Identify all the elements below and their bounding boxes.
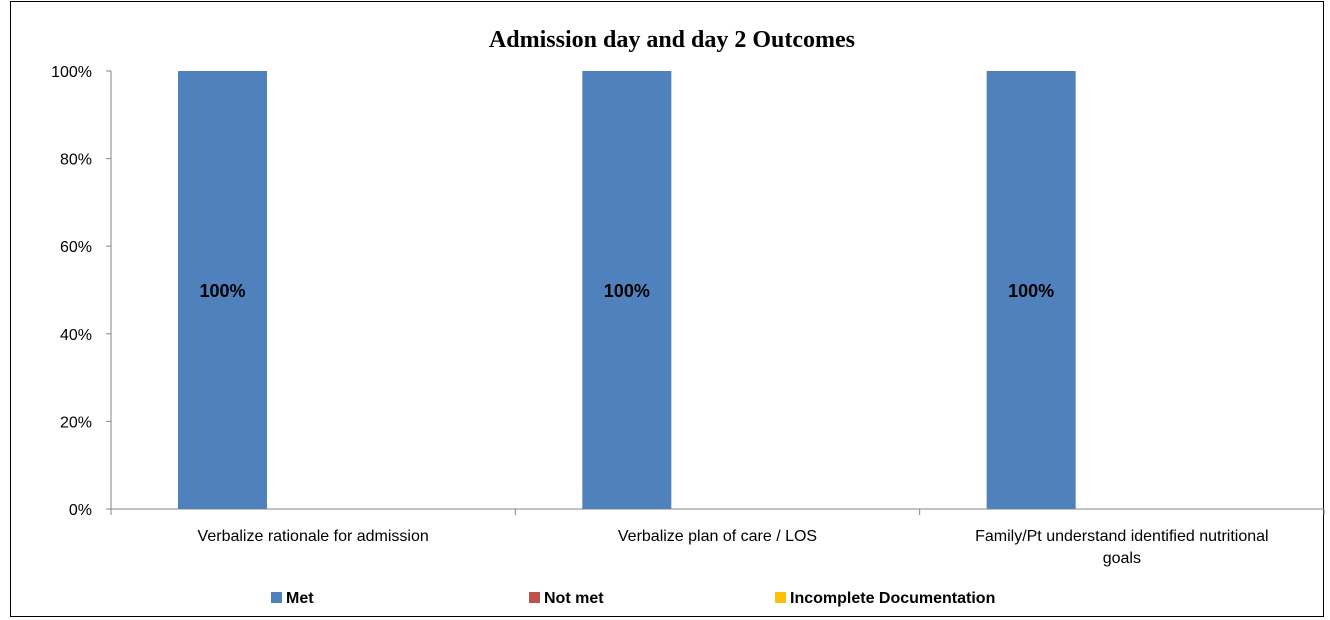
category-label: Verbalize rationale for admission (198, 528, 429, 545)
y-tick-label: 100% (51, 64, 92, 81)
bar-met (582, 71, 672, 509)
legend-swatch-incomplete-documentation (775, 592, 786, 603)
data-label: 100% (604, 281, 650, 301)
bar-met (986, 71, 1076, 509)
legend-swatch-met (271, 592, 282, 603)
legend-label: Met (286, 590, 314, 607)
axes: 0% 20% 40% 60% 80% 100% Verbalize rationale fo… (51, 64, 1325, 567)
bar-met (178, 71, 267, 509)
y-tick-label: 0% (69, 502, 92, 519)
chart-title: Admission day and day 2 Outcomes (489, 27, 855, 53)
data-label: 100% (199, 281, 245, 301)
y-tick-label: 80% (60, 152, 92, 169)
y-tick-label: 40% (60, 327, 92, 344)
category-label: Family/Pt understand identified nutritio… (975, 528, 1269, 567)
data-label: 100% (1008, 281, 1054, 301)
legend: Met Not met Incomplete Documentation (271, 590, 995, 607)
legend-label: Not met (544, 590, 604, 607)
legend-label: Incomplete Documentation (790, 590, 995, 607)
y-tick-label: 60% (60, 239, 92, 256)
legend-swatch-not-met (529, 592, 540, 603)
y-tick-label: 20% (60, 414, 92, 431)
category-label: Verbalize plan of care / LOS (618, 528, 817, 545)
bars: 100% 100% 100% (178, 71, 1076, 509)
